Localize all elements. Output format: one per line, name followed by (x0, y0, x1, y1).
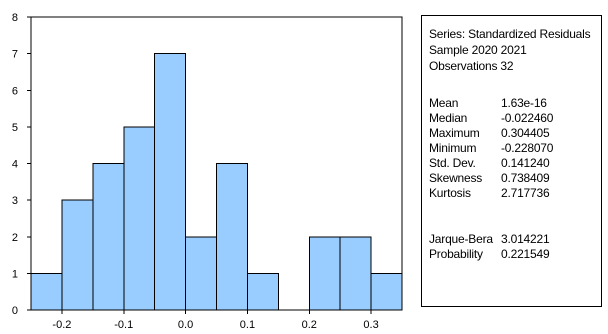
y-tick-label: 4 (12, 159, 18, 171)
stat-row-mean: Mean 1.63e-16 (429, 96, 599, 111)
y-tick-label: 8 (12, 12, 18, 24)
y-tick-label: 7 (12, 49, 18, 61)
histogram-bar (123, 126, 156, 311)
histogram-bar (61, 199, 94, 311)
histogram-bar (92, 163, 125, 311)
stat-row-skewness: Skewness 0.738409 (429, 171, 599, 186)
stat-value: 0.738409 (501, 171, 550, 185)
y-tick-label: 2 (12, 232, 18, 244)
histogram-bar (185, 236, 217, 311)
stat-row-kurtosis: Kurtosis 2.717736 (429, 186, 599, 201)
stat-value: 3.014221 (501, 232, 550, 246)
stat-label: Probability (429, 247, 483, 261)
histogram-bar (30, 272, 63, 311)
y-tick-label: 6 (12, 85, 18, 97)
stat-value: -0.228070 (501, 141, 554, 155)
stat-label: Minimum (429, 141, 477, 155)
stat-value: -0.022460 (501, 111, 554, 125)
x-tick-label: 0.0 (178, 319, 193, 331)
histogram-bar (339, 236, 372, 311)
stat-row-maximum: Maximum 0.304405 (429, 126, 599, 141)
stat-label: Kurtosis (429, 186, 471, 200)
y-tick-label: 0 (12, 305, 18, 317)
stat-value: 0.141240 (501, 156, 550, 170)
x-tick-label: 0.3 (363, 319, 378, 331)
stat-label: Jarque-Bera (429, 232, 493, 246)
y-tick-label: 1 (12, 268, 18, 280)
histogram-bar (154, 53, 187, 311)
sample-range: Sample 2020 2021 (429, 43, 527, 57)
stat-row-median: Median -0.022460 (429, 111, 599, 126)
stat-label: Mean (429, 96, 459, 110)
stat-row-jarque-bera: Jarque-Bera 3.014221 (429, 232, 599, 247)
histogram-bar (370, 272, 403, 311)
y-tick-label: 5 (12, 122, 18, 134)
x-tick-label: 0.1 (240, 319, 255, 331)
stat-value: 0.304405 (501, 126, 550, 140)
stat-value: 2.717736 (501, 186, 550, 200)
stat-row-probability: Probability 0.221549 (429, 247, 599, 262)
x-tick-label: -0.1 (114, 319, 133, 331)
stat-label: Maximum (429, 126, 480, 140)
stat-label: Std. Dev. (429, 156, 476, 170)
histogram-bar (246, 272, 279, 311)
stat-label: Skewness (429, 171, 483, 185)
y-tick-label: 3 (12, 195, 18, 207)
stat-value: 1.63e-16 (501, 96, 547, 110)
series-name: Series: Standardized Residuals (429, 27, 591, 41)
histogram-bar (216, 163, 248, 311)
stat-row-minimum: Minimum -0.228070 (429, 141, 599, 156)
histogram-bar (308, 236, 341, 311)
stat-value: 0.221549 (501, 247, 550, 261)
x-tick-label: 0.2 (302, 319, 317, 331)
histogram-chart: 0 1 2 3 4 5 6 7 8 -0.2 -0.1 0.0 0.1 0.2 0.3 (12, 12, 403, 331)
descriptive-stats-panel: Series: Standardized Residuals Sample 20… (421, 15, 602, 307)
observations-count: Observations 32 (429, 59, 514, 73)
x-tick-label: -0.2 (52, 319, 71, 331)
stat-label: Median (429, 111, 468, 125)
stat-row-std-dev: Std. Dev. 0.141240 (429, 156, 599, 171)
